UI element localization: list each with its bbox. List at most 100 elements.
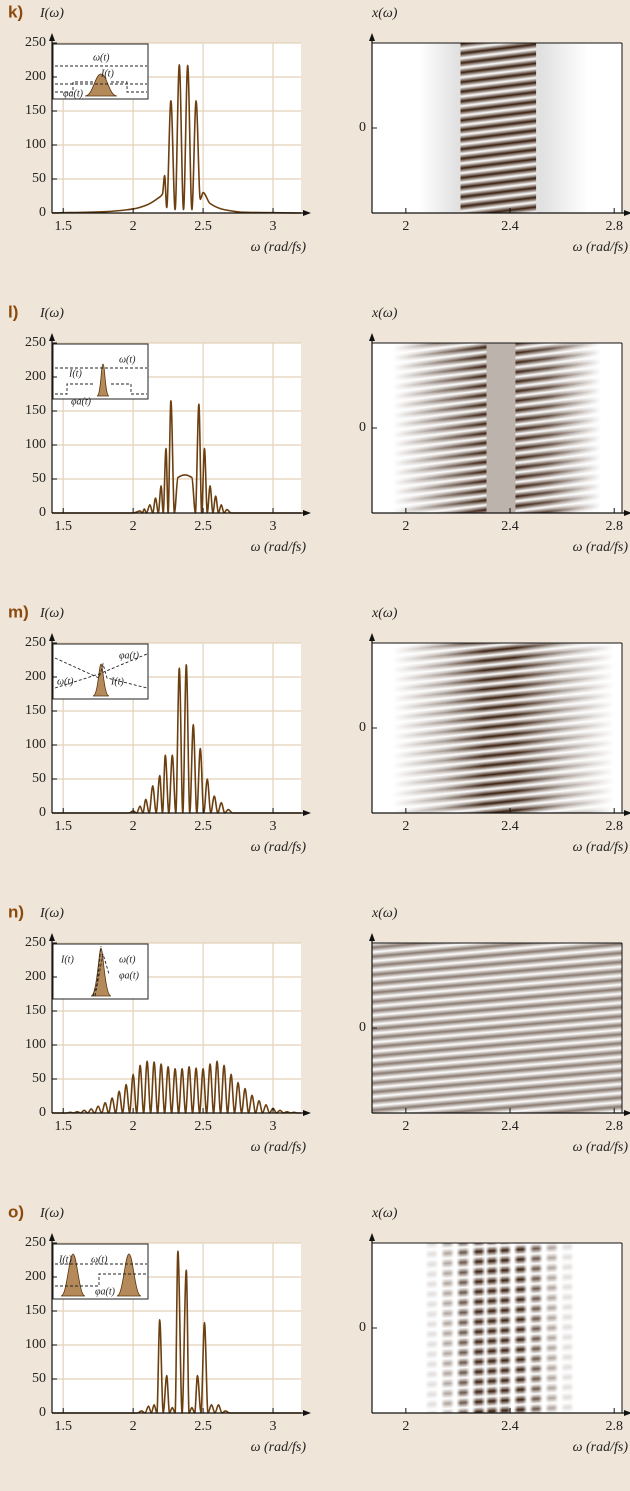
y-tick-label: 100 xyxy=(25,1337,46,1352)
inset-label: φa(t) xyxy=(119,970,140,981)
x-axis-arrow xyxy=(303,1410,311,1416)
inset-label: I(t) xyxy=(58,1254,72,1265)
x-axis-arrow xyxy=(303,1110,311,1116)
x-tick-label: 3 xyxy=(270,219,277,234)
y-tick-label: 0 xyxy=(359,720,366,735)
inset-curve xyxy=(55,383,147,395)
y-tick-label: 100 xyxy=(25,137,46,152)
x-tick-label: 2.5 xyxy=(194,519,212,534)
y-tick-label: 0 xyxy=(39,205,46,220)
inset: I(t) ω(t) φa(t) xyxy=(52,1243,149,1300)
spectrum-panel: k) I(ω) ω (rad/fs) ω(t) I(t) φa(t) 1.5 2 2.5 3 0 50… xyxy=(8,2,311,255)
inset-pulse xyxy=(84,73,118,97)
spectrum-panel: o) I(ω) ω (rad/fs) I(t) ω(t) φa(t) 1.5 2 2.5 3 0 50… xyxy=(8,1202,311,1455)
y-axis-label: I(ω) xyxy=(39,306,64,321)
y-axis-label: x(ω) xyxy=(371,906,398,921)
x-tick-label: 2 xyxy=(130,1119,137,1134)
inset-label: ω(t) xyxy=(119,354,136,365)
x-tick-label: 2.4 xyxy=(501,1419,519,1434)
fringe-haze xyxy=(372,43,622,213)
y-axis-arrow xyxy=(369,333,375,341)
fringe-panel: x(ω) ω (rad/fs) 0 2 2.4 2.8 xyxy=(359,906,630,1155)
x-axis-label: ω (rad/fs) xyxy=(573,1440,629,1455)
y-tick-label: 250 xyxy=(25,35,46,50)
y-tick-label: 250 xyxy=(25,1235,46,1250)
spectrum-panel: n) I(ω) ω (rad/fs) I(t) ω(t) φa(t) 1.5 2 2.5 3 0 50… xyxy=(8,902,311,1155)
x-tick-label: 2 xyxy=(130,519,137,534)
y-tick-label: 150 xyxy=(25,1303,46,1318)
inset-label: φa(t) xyxy=(63,88,84,99)
panel-label: n) xyxy=(8,902,24,921)
x-axis-label: ω (rad/fs) xyxy=(251,540,307,555)
fringe-haze xyxy=(372,1243,622,1413)
x-axis-arrow xyxy=(303,210,311,216)
y-axis-arrow xyxy=(369,633,375,641)
x-tick-label: 2.4 xyxy=(501,219,519,234)
inset-label: φa(t) xyxy=(119,650,140,661)
x-tick-label: 2.5 xyxy=(194,1419,212,1434)
inset: I(t) ω(t) φa(t) xyxy=(52,343,149,407)
inset-curve xyxy=(94,953,110,997)
x-tick-label: 2.4 xyxy=(501,819,519,834)
fringe-panel: x(ω) ω (rad/fs) 0 2 2.4 2.8 xyxy=(359,306,630,555)
y-tick-label: 50 xyxy=(32,1071,46,1086)
fringe-panel: x(ω) ω (rad/fs) 0 2 2.4 2.8 xyxy=(359,606,630,855)
inset-label: ω(t) xyxy=(91,1254,108,1265)
inset-label: ω(t) xyxy=(93,52,110,63)
y-axis-label: x(ω) xyxy=(371,6,398,21)
y-axis-arrow xyxy=(369,33,375,41)
y-axis-label: I(ω) xyxy=(39,606,64,621)
spectrum-line xyxy=(52,399,301,514)
y-axis-label: x(ω) xyxy=(371,1206,398,1221)
inset: ω(t) I(t) φa(t) xyxy=(52,43,149,100)
fringe-panel: x(ω) ω (rad/fs) 0 2 2.4 2.8 xyxy=(359,6,630,255)
y-axis-arrow xyxy=(49,1233,55,1241)
spectrum-panel: m) I(ω) ω (rad/fs) φa(t) ω(t) I(t) 1.5 2 2.5 3 0 50… xyxy=(8,602,311,855)
x-tick-label: 2.8 xyxy=(605,819,623,834)
y-tick-label: 150 xyxy=(25,103,46,118)
y-tick-label: 200 xyxy=(25,69,46,84)
x-axis-arrow xyxy=(624,510,630,516)
spectrum-panel: l) I(ω) ω (rad/fs) I(t) ω(t) φa(t) 1.5 2 2.5 3 0 50… xyxy=(8,302,311,555)
x-axis-label: ω (rad/fs) xyxy=(573,1140,629,1155)
y-tick-label: 250 xyxy=(25,335,46,350)
x-tick-label: 2.5 xyxy=(194,819,212,834)
x-axis-label: ω (rad/fs) xyxy=(573,840,629,855)
panel-label: k) xyxy=(8,2,23,21)
panel-label: m) xyxy=(8,602,29,621)
y-tick-label: 150 xyxy=(25,703,46,718)
x-tick-label: 3 xyxy=(270,1119,277,1134)
x-tick-label: 3 xyxy=(270,519,277,534)
inset-label: φa(t) xyxy=(95,1286,116,1297)
x-tick-label: 2.5 xyxy=(194,219,212,234)
x-axis-label: ω (rad/fs) xyxy=(573,240,629,255)
inset-curve xyxy=(55,81,147,93)
x-axis-label: ω (rad/fs) xyxy=(251,1440,307,1455)
y-tick-label: 100 xyxy=(25,437,46,452)
y-tick-label: 0 xyxy=(39,505,46,520)
inset: φa(t) ω(t) I(t) xyxy=(52,643,149,700)
y-axis-label: I(ω) xyxy=(39,906,64,921)
y-tick-label: 0 xyxy=(39,1105,46,1120)
inset-pulse xyxy=(116,1253,142,1297)
y-axis-arrow xyxy=(49,333,55,341)
x-tick-label: 1.5 xyxy=(54,819,72,834)
y-axis-label: x(ω) xyxy=(371,306,398,321)
y-axis-arrow xyxy=(49,933,55,941)
y-axis-arrow xyxy=(369,933,375,941)
spectrum-line xyxy=(52,663,301,814)
inset-pulse xyxy=(96,363,110,397)
inset-pulse xyxy=(92,663,110,697)
inset-label: I(t) xyxy=(68,368,82,379)
y-tick-label: 0 xyxy=(359,1020,366,1035)
y-tick-label: 0 xyxy=(359,420,366,435)
spectrum-line xyxy=(52,1060,301,1114)
x-axis-label: ω (rad/fs) xyxy=(251,1140,307,1155)
y-axis-arrow xyxy=(369,1233,375,1241)
inset-label: I(t) xyxy=(110,676,124,687)
y-axis-arrow xyxy=(49,33,55,41)
x-tick-label: 2 xyxy=(402,519,409,534)
y-tick-label: 200 xyxy=(25,1269,46,1284)
inset-label: I(t) xyxy=(100,68,114,79)
